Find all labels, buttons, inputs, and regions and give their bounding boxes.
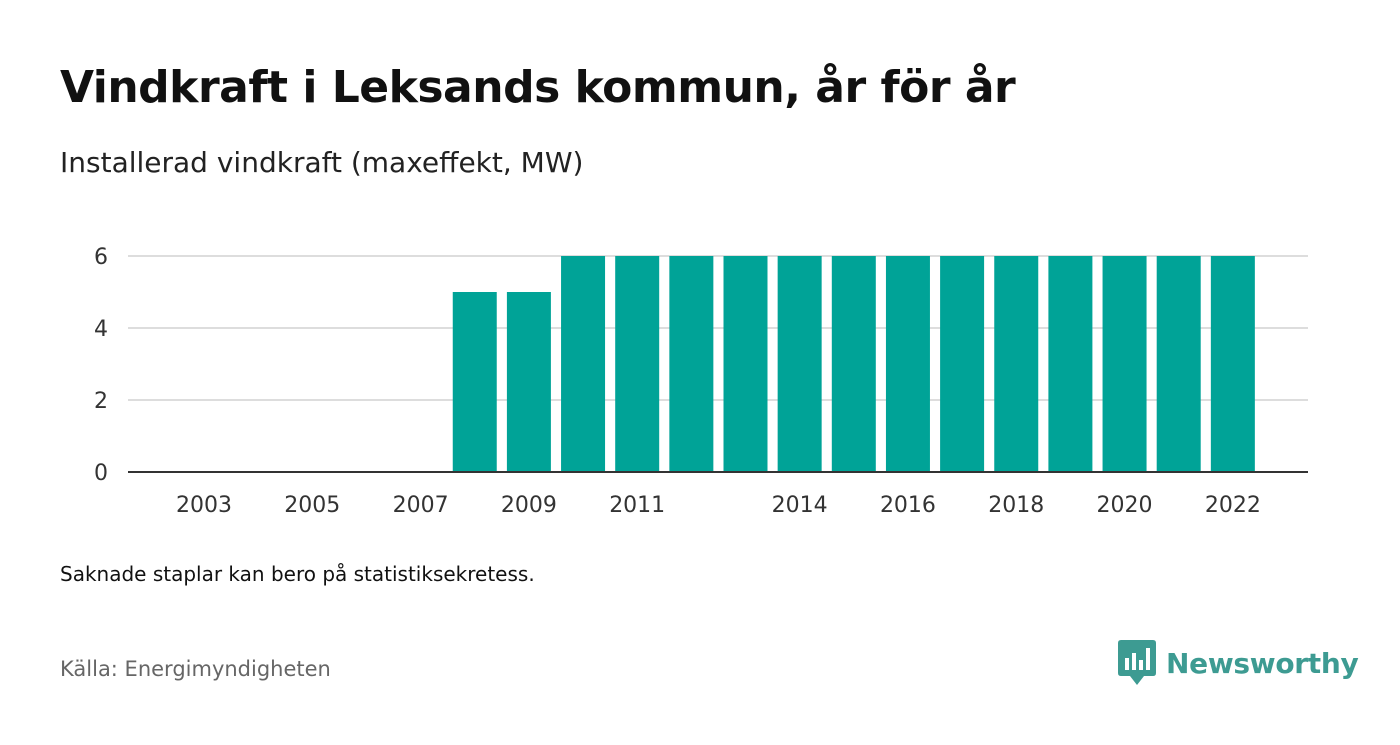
x-tick-label: 2022 [1205,493,1261,518]
bar-2020 [1102,256,1147,472]
newsworthy-logo-icon [1118,640,1156,685]
bar-2019 [1048,256,1093,472]
bar-2021 [1156,256,1201,472]
bar-2008 [452,292,497,472]
x-tick-label: 2020 [1097,493,1153,518]
x-tick-label: 2009 [501,493,557,518]
bar-2014 [777,256,822,472]
bars [452,256,1255,472]
source-label: Källa: Energimyndigheten [60,657,331,681]
bar-2015 [831,256,876,472]
brand-logo: Newsworthy [1118,640,1359,686]
x-tick-label: 2003 [176,493,232,518]
chart-title: Vindkraft i Leksands kommun, år för år [60,62,1016,113]
footnote: Saknade staplar kan bero på statistiksek… [60,562,535,586]
x-tick-label: 2014 [772,493,828,518]
y-tick-label: 0 [94,461,108,486]
x-axis-ticks: 2003 2005 2007 2009 2011 2014 2016 2018 2020 2022 [176,493,1261,518]
y-tick-label: 6 [94,245,108,270]
y-tick-label: 4 [94,317,108,342]
bar-2009 [506,292,551,472]
y-axis-ticks: 0 2 4 6 [94,245,108,486]
bar-2022 [1210,256,1255,472]
brand-name: Newsworthy [1166,646,1359,680]
bar-2018 [994,256,1039,472]
chart-subtitle: Installerad vindkraft (maxeffekt, MW) [60,146,584,179]
y-tick-label: 2 [94,389,108,414]
bar-2017 [940,256,985,472]
bar-2012 [669,256,714,472]
x-tick-label: 2007 [393,493,449,518]
bar-2013 [723,256,768,472]
x-tick-label: 2018 [988,493,1044,518]
bar-chart: 0 2 4 6 2003 2005 2007 2009 2011 2014 2016 2018 202… [94,245,1308,518]
x-tick-label: 2011 [609,493,665,518]
x-tick-label: 2005 [284,493,340,518]
bar-2011 [615,256,660,472]
x-tick-label: 2016 [880,493,936,518]
bar-2016 [885,256,930,472]
bar-2010 [561,256,606,472]
